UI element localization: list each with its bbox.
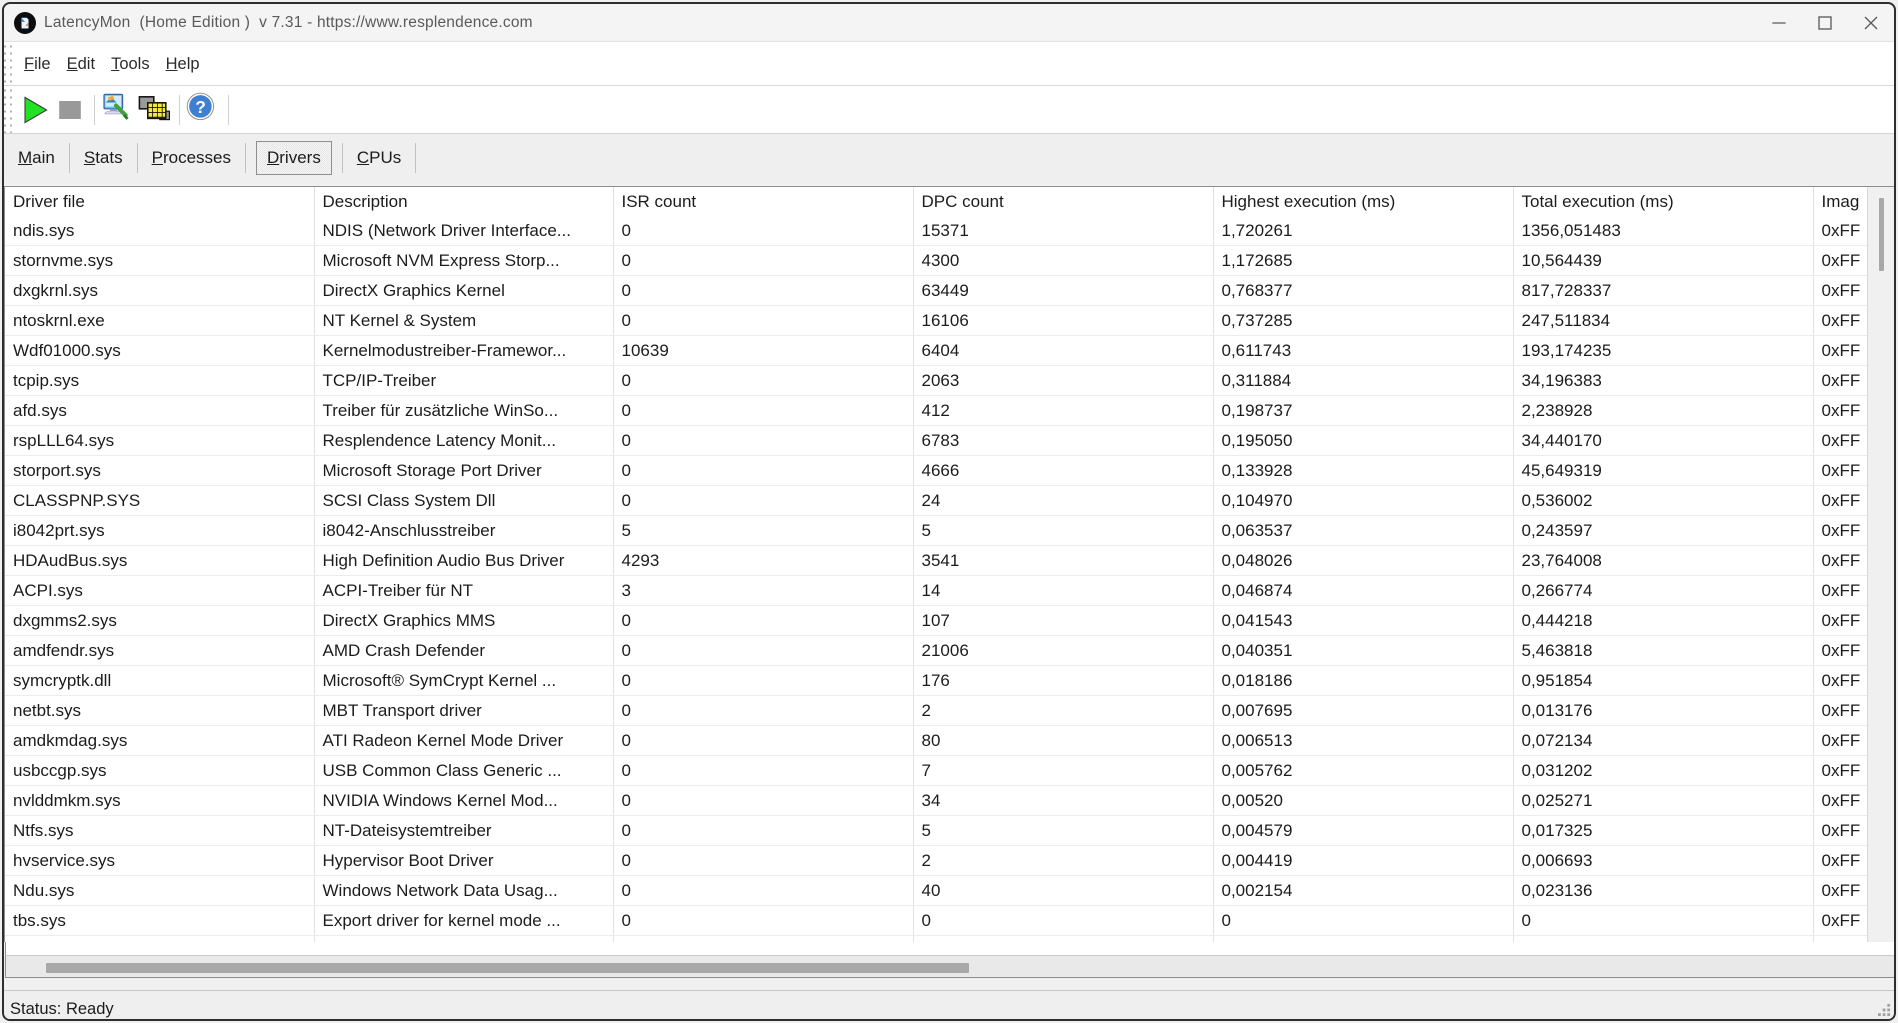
svg-text:?: ? (195, 97, 206, 117)
